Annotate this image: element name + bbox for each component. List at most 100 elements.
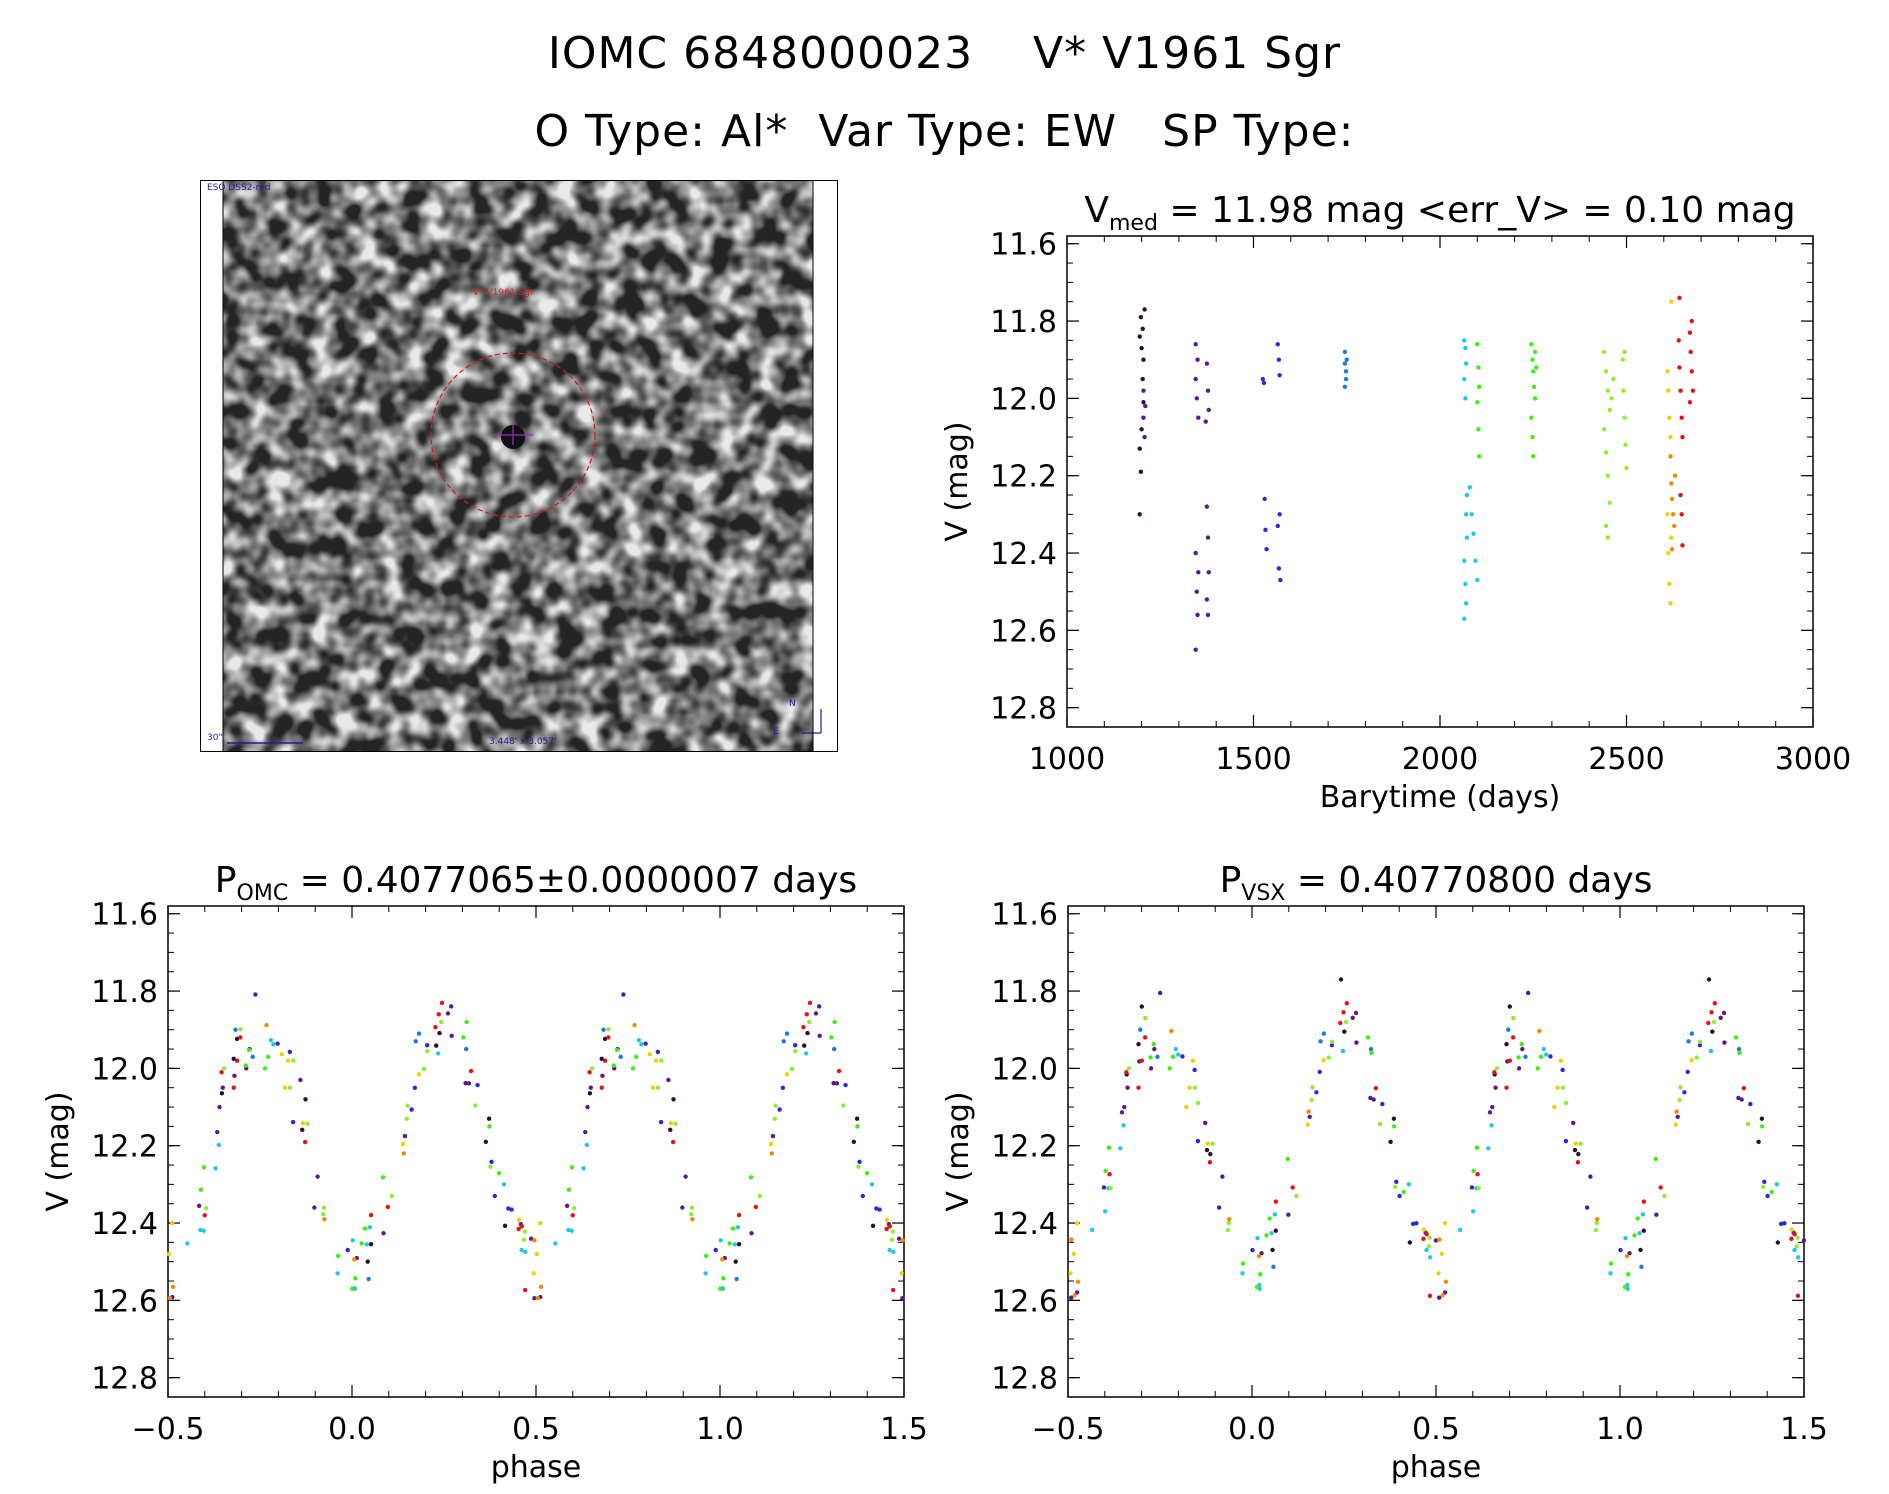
light-curve-point — [1464, 492, 1470, 498]
phase-point — [650, 1085, 656, 1090]
phase-point — [433, 1025, 438, 1030]
phase-point — [1677, 1097, 1682, 1103]
phase-point — [1685, 1069, 1690, 1075]
phase-point — [1653, 1156, 1658, 1162]
phase-point — [860, 1193, 866, 1199]
phase-point — [405, 1103, 410, 1108]
phase-point — [658, 1119, 664, 1125]
phase-point — [1250, 1247, 1255, 1253]
y-tick-label: 12.4 — [991, 1207, 1058, 1242]
light-curve-point — [1666, 388, 1671, 393]
phase-point — [599, 1085, 604, 1090]
phase-point — [1101, 1185, 1107, 1190]
phase-point — [213, 1166, 218, 1171]
phase-point — [1318, 1039, 1323, 1044]
light-curve-point — [1462, 338, 1467, 343]
light-curve-point — [1672, 473, 1678, 478]
phase-point — [889, 1237, 895, 1243]
phase-point — [606, 1035, 611, 1040]
y-tick-label: 11.8 — [991, 975, 1058, 1010]
y-tick-label: 12.0 — [990, 382, 1057, 417]
light-curve-point — [1196, 570, 1201, 575]
x-tick-label: 1.0 — [696, 1412, 744, 1447]
phase-point — [553, 1241, 558, 1246]
phase-point — [727, 1241, 732, 1246]
light-curve-point — [1142, 307, 1147, 312]
phase-point — [521, 1237, 527, 1243]
y-tick-label: 11.6 — [991, 898, 1058, 933]
phase-point — [445, 1011, 451, 1016]
y-tick-label: 11.6 — [990, 228, 1057, 263]
phase-point — [243, 1063, 248, 1068]
phase-point — [366, 1276, 371, 1282]
phase-point — [899, 1271, 904, 1276]
phase-point — [621, 992, 626, 997]
light-curve-point — [1665, 512, 1670, 517]
phase-point — [1674, 1109, 1679, 1114]
phase-point — [1697, 1039, 1703, 1044]
light-curve-point — [1603, 450, 1609, 455]
phase-point — [1489, 1123, 1494, 1128]
light-curve-point — [1463, 512, 1469, 517]
x-axis-label: Barytime (days) — [1320, 780, 1561, 815]
phase-point — [1286, 1212, 1291, 1217]
phase-point — [1523, 1054, 1528, 1059]
phase-point — [1220, 1174, 1225, 1179]
phase-point — [1256, 1253, 1262, 1259]
phase-point — [1421, 1227, 1426, 1232]
phase-point — [381, 1231, 386, 1236]
phase-point — [1745, 1121, 1751, 1127]
phase-point — [1240, 1271, 1245, 1276]
light-curve-point — [1679, 512, 1684, 517]
phase-point — [1170, 1054, 1176, 1059]
phase-point — [749, 1231, 754, 1236]
phase-point — [735, 1225, 741, 1230]
phase-point — [1321, 1031, 1327, 1036]
light-curve-point — [1463, 396, 1468, 401]
phase-point — [688, 1212, 694, 1217]
phase-point — [522, 1229, 528, 1234]
phase-point — [584, 1142, 589, 1148]
phase-point — [1718, 1015, 1723, 1020]
phase-point — [630, 1066, 636, 1071]
phase-point — [789, 1066, 795, 1072]
phase-point — [1572, 1147, 1578, 1153]
phase-point — [253, 992, 258, 997]
phase-point — [1709, 1010, 1714, 1015]
phase-point — [1204, 1147, 1210, 1153]
phase-point — [1267, 1216, 1272, 1221]
phase-point — [1520, 1046, 1525, 1052]
phase-point — [1555, 1085, 1560, 1090]
phase-point — [1195, 1100, 1201, 1106]
phase-point — [1736, 1046, 1742, 1052]
phase-point — [475, 1082, 480, 1088]
x-tick-label: 2000 — [1402, 742, 1478, 777]
light-curve-point — [1206, 407, 1211, 413]
phase-point — [298, 1077, 303, 1083]
light-curve-point — [1476, 365, 1481, 370]
y-tick-label: 12.4 — [990, 537, 1057, 572]
phase-point — [1608, 1261, 1614, 1266]
light-curve-point — [1205, 612, 1211, 618]
light-curve-point — [1204, 597, 1210, 602]
phase-point — [1737, 1050, 1742, 1056]
phase-point — [1560, 1067, 1565, 1073]
phase-point — [1594, 1220, 1600, 1226]
phase-point — [437, 1030, 442, 1036]
phase-point — [196, 1203, 202, 1209]
x-tick-label: 3000 — [1775, 742, 1851, 777]
light-curve-point — [1344, 357, 1349, 362]
phase-point — [231, 1056, 236, 1062]
phase-point — [813, 1011, 819, 1016]
phase-point — [1344, 1001, 1349, 1006]
light-curve-point — [1605, 473, 1611, 478]
phase-point — [784, 1031, 790, 1036]
phase-point — [670, 1139, 676, 1145]
phase-point — [1675, 1114, 1680, 1120]
light-curve-point — [1672, 523, 1677, 529]
phase-point — [1439, 1251, 1444, 1257]
light-curve-point — [1195, 357, 1200, 362]
y-tick-label: 12.6 — [91, 1284, 158, 1319]
phase-point — [221, 1066, 227, 1071]
phase-point — [1516, 1055, 1521, 1060]
